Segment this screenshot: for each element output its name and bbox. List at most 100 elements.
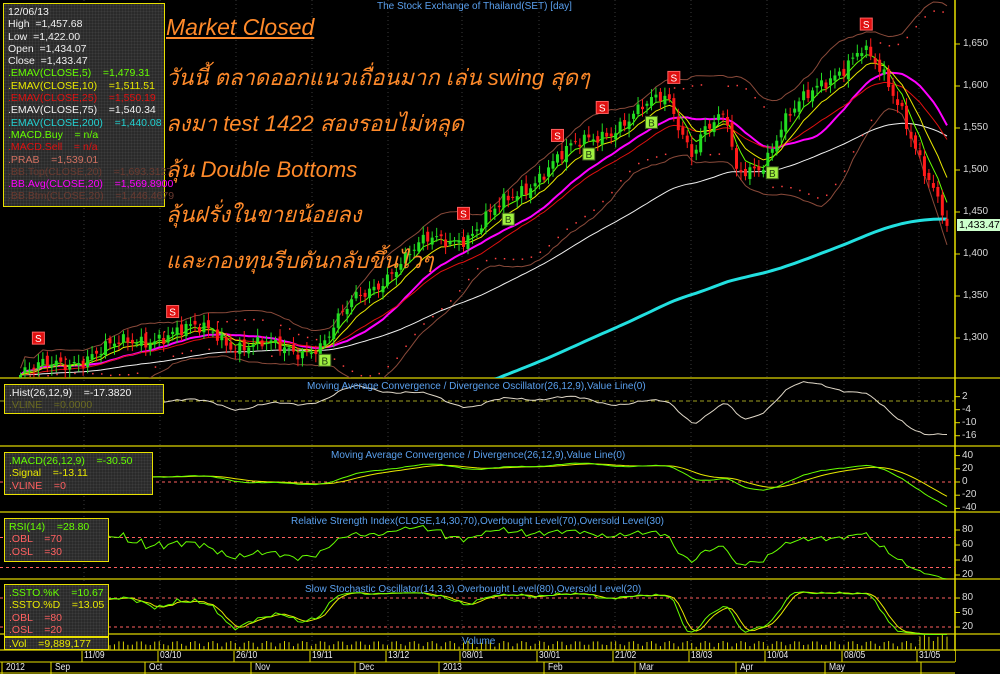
candle-body: [430, 237, 434, 245]
candle-body: [466, 235, 470, 250]
psar-dot: [611, 191, 613, 194]
candle-body: [385, 274, 389, 286]
candle-body: [658, 91, 662, 102]
candle-body: [828, 78, 832, 86]
candle-body: [157, 334, 161, 339]
candle-body: [511, 196, 515, 198]
price-tick-label: 1,600: [963, 80, 989, 91]
buy-signal-marker: [765, 166, 779, 180]
psar-dot: [56, 373, 58, 376]
candle-body: [202, 322, 206, 333]
legend-entry: .MACD.Sell = n/a: [8, 141, 98, 154]
candle-body: [206, 320, 210, 329]
buy-signal-label: B: [321, 356, 328, 367]
psar-dot: [942, 11, 944, 13]
candle-body: [68, 364, 72, 370]
candle-body: [846, 60, 850, 80]
psar-dot: [861, 134, 864, 137]
candle-body: [560, 151, 564, 160]
candle-body: [305, 350, 309, 352]
psar-dot: [772, 186, 774, 189]
candle-body: [533, 183, 537, 187]
indicator-tick-label: 80: [962, 524, 974, 535]
candle-body: [864, 45, 868, 51]
candle-body: [265, 342, 269, 344]
candle-body: [654, 94, 658, 98]
candle-body: [708, 123, 712, 129]
psar-dot: [566, 228, 568, 230]
psar-dot: [915, 25, 917, 28]
candle-body: [891, 84, 895, 96]
psar-dot: [799, 189, 801, 192]
psar-dot: [646, 159, 649, 161]
psar-dot: [575, 222, 577, 224]
candle-body: [112, 343, 116, 347]
psar-dot: [870, 119, 873, 122]
candle-body: [538, 173, 542, 183]
candle-body: [148, 343, 152, 350]
ema75-line: [20, 122, 948, 376]
buy-signal-label: B: [505, 215, 512, 226]
psar-dot: [118, 374, 121, 376]
candle-body: [72, 362, 76, 364]
candle-body: [229, 342, 233, 350]
legend-entry: .EMAV(CLOSE,200) =1,440.08: [8, 116, 162, 129]
candle-body: [238, 342, 242, 354]
psar-dot: [593, 209, 595, 212]
sell-signal-label: S: [671, 73, 678, 84]
candle-body: [623, 120, 627, 126]
candle-body: [18, 374, 22, 378]
annotation-line: ลงมา test 1422 สองรอบไม่หลุด: [166, 111, 465, 136]
date-label: 31/05: [919, 650, 941, 661]
candle-body: [394, 271, 398, 278]
psar-dot: [817, 197, 819, 199]
psar-dot: [584, 215, 586, 218]
psar-dot: [638, 162, 640, 165]
psar-dot: [83, 358, 85, 361]
price-tick-label: 1,550: [963, 122, 989, 133]
candle-body: [421, 234, 425, 244]
candle-body: [632, 113, 636, 119]
psar-dot: [602, 200, 604, 203]
rsi-panel-title: Relative Strength Index(CLOSE,14,30,70),…: [291, 516, 664, 527]
month-label: Feb: [548, 662, 563, 673]
candle-body: [555, 154, 559, 163]
ema5-line: [20, 54, 948, 376]
psar-dot: [754, 96, 756, 99]
indicator-tick-label: -20: [962, 489, 977, 501]
legend-entry: .EMAV(CLOSE,5) =1,479.31: [8, 67, 150, 80]
candle-body: [139, 336, 143, 346]
candle-body: [54, 360, 58, 367]
psar-dot: [145, 332, 148, 334]
date-label: 30/01: [539, 650, 561, 661]
legend-entry: .BB.Avg(CLOSE,20) =1,569.8900: [8, 178, 174, 191]
candle-body: [63, 364, 67, 371]
sell-signal-marker: [550, 128, 564, 142]
candle-body: [618, 121, 622, 133]
candle-body: [368, 288, 372, 298]
psar-dot: [101, 373, 103, 375]
candle-body: [860, 53, 864, 57]
candle-body: [327, 336, 331, 338]
candle-body: [269, 340, 273, 343]
psar-dot: [781, 185, 783, 188]
psar-dot: [620, 180, 622, 182]
psar-dot: [808, 193, 810, 195]
legend-entry: .EMAV(CLOSE,25) =1,550.19: [8, 92, 156, 105]
candle-body: [748, 167, 752, 180]
sell-signal-label: S: [169, 308, 176, 319]
candle-body: [27, 369, 31, 371]
month-label: Dec: [359, 662, 375, 673]
candle-body: [663, 95, 667, 105]
candle-body: [833, 75, 837, 81]
candle-body: [278, 336, 282, 352]
candle-body: [233, 351, 237, 353]
psar-dot: [629, 170, 631, 173]
candle-body: [363, 292, 367, 297]
indicator-tick-label: -10: [962, 416, 977, 428]
candle-body: [435, 236, 439, 238]
month-label: Mar: [639, 662, 654, 673]
psar-dot: [718, 153, 721, 155]
psar-dot: [297, 333, 300, 336]
